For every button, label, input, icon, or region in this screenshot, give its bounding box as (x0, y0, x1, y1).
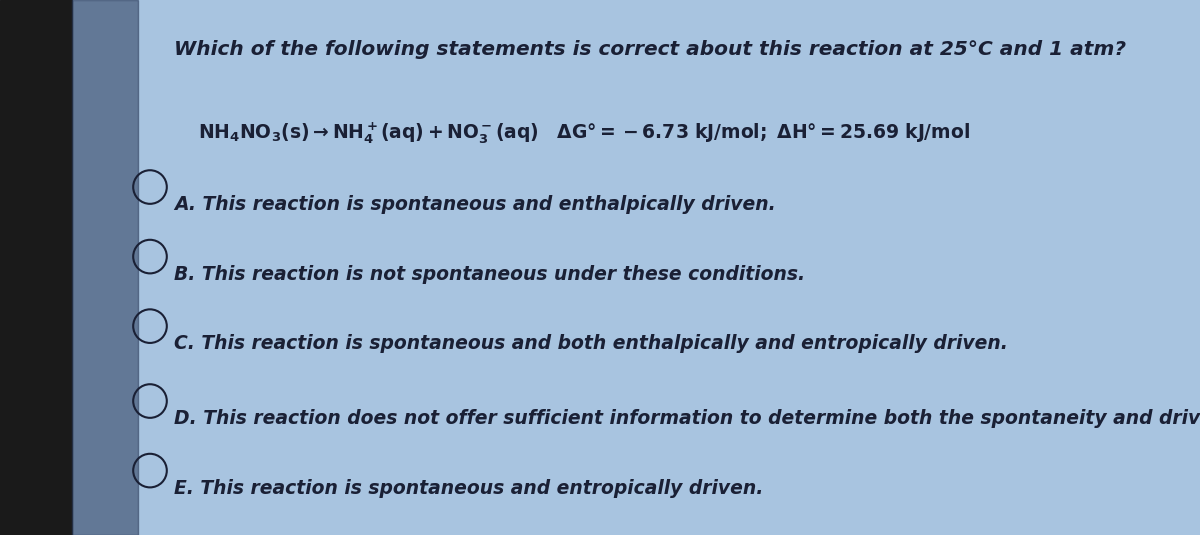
Text: C. This reaction is spontaneous and both enthalpically and entropically driven.: C. This reaction is spontaneous and both… (174, 334, 1008, 354)
Text: B. This reaction is not spontaneous under these conditions.: B. This reaction is not spontaneous unde… (174, 265, 805, 284)
Text: $\mathbf{NH_4NO_3(s) \rightarrow NH_4^+(aq) + NO_3^-(aq)}$$\quad$$\mathbf{\Delta: $\mathbf{NH_4NO_3(s) \rightarrow NH_4^+(… (198, 120, 970, 146)
Bar (72, 0, 138, 535)
Text: E. This reaction is spontaneous and entropically driven.: E. This reaction is spontaneous and entr… (174, 479, 763, 498)
Bar (0, 0, 72, 535)
Text: A. This reaction is spontaneous and enthalpically driven.: A. This reaction is spontaneous and enth… (174, 195, 775, 215)
Text: D. This reaction does not offer sufficient information to determine both the spo: D. This reaction does not offer sufficie… (174, 409, 1200, 429)
Text: Which of the following statements is correct about this reaction at 25°C and 1 a: Which of the following statements is cor… (174, 40, 1126, 59)
